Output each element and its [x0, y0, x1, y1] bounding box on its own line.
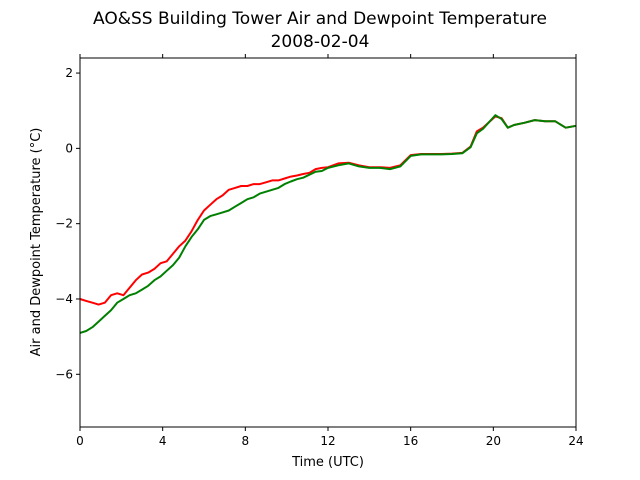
y-tick-label: −4 — [55, 292, 73, 306]
x-tick-label: 16 — [403, 434, 418, 448]
y-tick-label: −6 — [55, 367, 73, 381]
x-tick-label: 12 — [320, 434, 335, 448]
chart-subtitle: 2008-02-04 — [271, 32, 370, 52]
x-tick-label: 8 — [242, 434, 250, 448]
y-tick-label: 0 — [65, 141, 73, 155]
x-tick-label: 0 — [76, 434, 84, 448]
x-axis-label: Time (UTC) — [291, 455, 364, 470]
tick-layer: 0 4 8 12 16 20 24 −6 −4 −2 0 2 — [55, 54, 584, 448]
y-axis-label: Air and Dewpoint Temperature (°C) — [29, 128, 44, 357]
series-line-1 — [79, 114, 577, 334]
chart-title: AO&SS Building Tower Air and Dewpoint Te… — [93, 9, 547, 29]
y-tick-label: −2 — [55, 217, 73, 231]
x-tick-label: 20 — [486, 434, 501, 448]
y-tick-label: 2 — [65, 66, 73, 80]
x-tick-label: 24 — [568, 434, 583, 448]
series-layer — [79, 114, 577, 334]
x-tick-label: 4 — [159, 434, 167, 448]
